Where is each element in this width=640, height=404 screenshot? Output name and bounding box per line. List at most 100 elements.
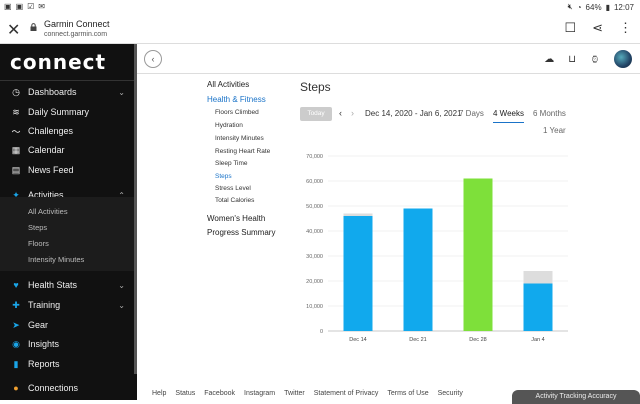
sidebar-item-training[interactable]: ✚ Training ⌄ — [0, 295, 137, 315]
y-tick-label: 50,000 — [306, 204, 323, 210]
inbox-icon[interactable]: ⊔ — [568, 53, 576, 65]
footer-link-instagram[interactable]: Instagram — [244, 390, 276, 397]
subnav-item[interactable]: Sleep Time — [215, 160, 248, 167]
y-tick-label: 30,000 — [306, 254, 323, 260]
menu-icon[interactable]: ⋮ — [619, 20, 632, 35]
dashboard-icon: ◷ — [12, 86, 20, 97]
sidebar-item-label: Health Stats — [28, 280, 78, 290]
footer-link-status[interactable]: Status — [175, 390, 196, 397]
sidebar-item-label: Activities — [28, 190, 64, 200]
footer-link-twitter[interactable]: Twitter — [284, 390, 305, 397]
subnav-item[interactable]: Hydration — [215, 122, 243, 129]
subnav-item-steps[interactable]: Steps — [215, 173, 232, 180]
challenges-icon: 〜 — [11, 126, 21, 137]
y-tick-label: 40,000 — [306, 229, 323, 235]
subnav-item[interactable]: Intensity Minutes — [215, 135, 264, 142]
cloud-upload-icon[interactable]: ☁ — [544, 53, 555, 65]
mute-icon: 🔇︎ — [567, 2, 573, 11]
period-1-year[interactable]: 1 Year — [543, 126, 566, 135]
wifi-icon: ◔ — [576, 2, 582, 12]
sidebar-item-gear[interactable]: ➤ Gear — [0, 315, 137, 335]
check-icon: ☑ — [27, 2, 35, 11]
y-tick-label: 20,000 — [306, 279, 323, 285]
accuracy-toast[interactable]: Activity Tracking Accuracy — [512, 390, 640, 404]
sidebar-subitem-steps[interactable]: Steps — [28, 223, 48, 232]
url-text[interactable]: connect.garmin.com — [44, 31, 108, 38]
sidebar-item-label: Insights — [28, 339, 60, 349]
sidebar-item-reports[interactable]: ▮ Reports — [0, 354, 137, 374]
sidebar-subitem-intensity-minutes[interactable]: Intensity Minutes — [28, 255, 85, 264]
back-button[interactable]: ‹ — [144, 50, 162, 68]
footer-link-security[interactable]: Security — [437, 390, 463, 397]
image-icon: ▣ — [4, 2, 12, 11]
steps-bar[interactable] — [343, 216, 373, 331]
subnav-item[interactable]: Total Calories — [215, 197, 255, 204]
app-logo[interactable]: connect — [10, 50, 107, 74]
mail-icon: ✉ — [38, 2, 45, 11]
bulb-icon: ◉ — [12, 338, 20, 349]
subnav-health-fitness[interactable]: Health & Fitness — [207, 95, 266, 104]
y-tick-label: 70,000 — [306, 154, 323, 160]
subnav-item[interactable]: Resting Heart Rate — [215, 148, 271, 155]
battery-icon: ▮ — [605, 2, 610, 12]
footer-link-help[interactable]: Help — [152, 390, 167, 397]
image-icon: ▣ — [15, 2, 24, 11]
bookmark-icon[interactable]: ☐ — [564, 20, 577, 35]
divider — [0, 80, 137, 81]
sidebar-item-dashboards[interactable]: ◷ Dashboards ⌄ — [0, 82, 137, 102]
status-bar: ▣ ▣ ☑ ✉ 🔇︎ ◔ 64% ▮ 12:07 — [0, 0, 640, 14]
heart-icon: ♥ — [13, 280, 19, 290]
footer-link-facebook[interactable]: Facebook — [204, 390, 236, 397]
chevron-down-icon: ⌄ — [118, 87, 125, 97]
sidebar-subitem-all-activities[interactable]: All Activities — [28, 207, 68, 216]
subnav-item[interactable]: Floors Climbed — [215, 109, 259, 116]
sidebar-scrollbar[interactable] — [134, 44, 137, 374]
clock: 12:07 — [613, 2, 634, 12]
steps-chart: 0 10,000 20,000 30,000 40,000 50,000 60,000 70,… — [306, 154, 568, 343]
close-icon[interactable]: ✕ — [7, 22, 21, 39]
today-button[interactable]: Today — [300, 107, 332, 121]
reports-icon: ▮ — [13, 358, 19, 369]
sidebar-item-health-stats[interactable]: ♥ Health Stats ⌄ — [0, 275, 137, 295]
subnav-progress-summary[interactable]: Progress Summary — [207, 228, 276, 237]
period-6-months[interactable]: 6 Months — [533, 109, 566, 118]
subnav-all-activities[interactable]: All Activities — [207, 80, 250, 89]
goal-bar[interactable] — [343, 213, 373, 217]
x-tick-label: Dec 14 — [349, 337, 366, 343]
chevron-down-icon: ⌄ — [118, 280, 125, 290]
sidebar-item-label: Calendar — [28, 145, 65, 155]
subnav-womens-health[interactable]: Women's Health — [207, 214, 266, 223]
sidebar-item-calendar[interactable]: ▦ Calendar — [0, 140, 137, 160]
goal-bar[interactable] — [523, 271, 553, 284]
footer-link-privacy[interactable]: Statement of Privacy — [313, 390, 379, 397]
battery-level: 64% — [585, 2, 602, 12]
browser-toolbar: ✕ Garmin Connect connect.garmin.com ☐ ⋖ … — [0, 14, 640, 44]
sidebar-subitem-floors[interactable]: Floors — [28, 239, 49, 248]
sidebar-item-challenges[interactable]: 〜 Challenges — [0, 121, 137, 141]
subnav-item[interactable]: Stress Level — [215, 185, 251, 192]
activity-icon: ✦ — [12, 189, 20, 200]
page-title-browser: Garmin Connect — [44, 19, 110, 29]
avatar[interactable] — [614, 50, 632, 68]
sidebar-item-label: Daily Summary — [28, 107, 90, 117]
y-tick-label: 60,000 — [306, 179, 323, 185]
period-4-weeks[interactable]: 4 Weeks — [493, 109, 524, 123]
next-period-icon[interactable]: › — [351, 108, 354, 118]
sidebar-item-insights[interactable]: ◉ Insights — [0, 334, 137, 354]
sidebar-item-label: Gear — [28, 320, 49, 330]
period-7-days[interactable]: 7 Days — [459, 109, 484, 118]
steps-bar[interactable] — [403, 208, 433, 332]
sidebar-item-connections[interactable]: ● Connections — [0, 378, 137, 398]
footer-link-terms[interactable]: Terms of Use — [387, 390, 429, 397]
x-tick-label: Dec 21 — [409, 337, 426, 343]
training-icon: ✚ — [12, 299, 20, 310]
watch-icon[interactable]: ⌚︎ — [590, 54, 600, 66]
sidebar-item-news-feed[interactable]: ▤ News Feed — [0, 160, 137, 180]
share-icon[interactable]: ⋖ — [592, 20, 603, 35]
steps-bar[interactable] — [523, 283, 553, 332]
steps-bar[interactable] — [463, 178, 493, 332]
sidebar-item-daily-summary[interactable]: ≋ Daily Summary — [0, 102, 137, 122]
prev-period-icon[interactable]: ‹ — [339, 108, 342, 118]
sidebar-item-activities[interactable]: ✦ Activities ⌃ — [0, 185, 137, 205]
footer: Help Status Facebook Instagram Twitter S… — [152, 390, 463, 397]
